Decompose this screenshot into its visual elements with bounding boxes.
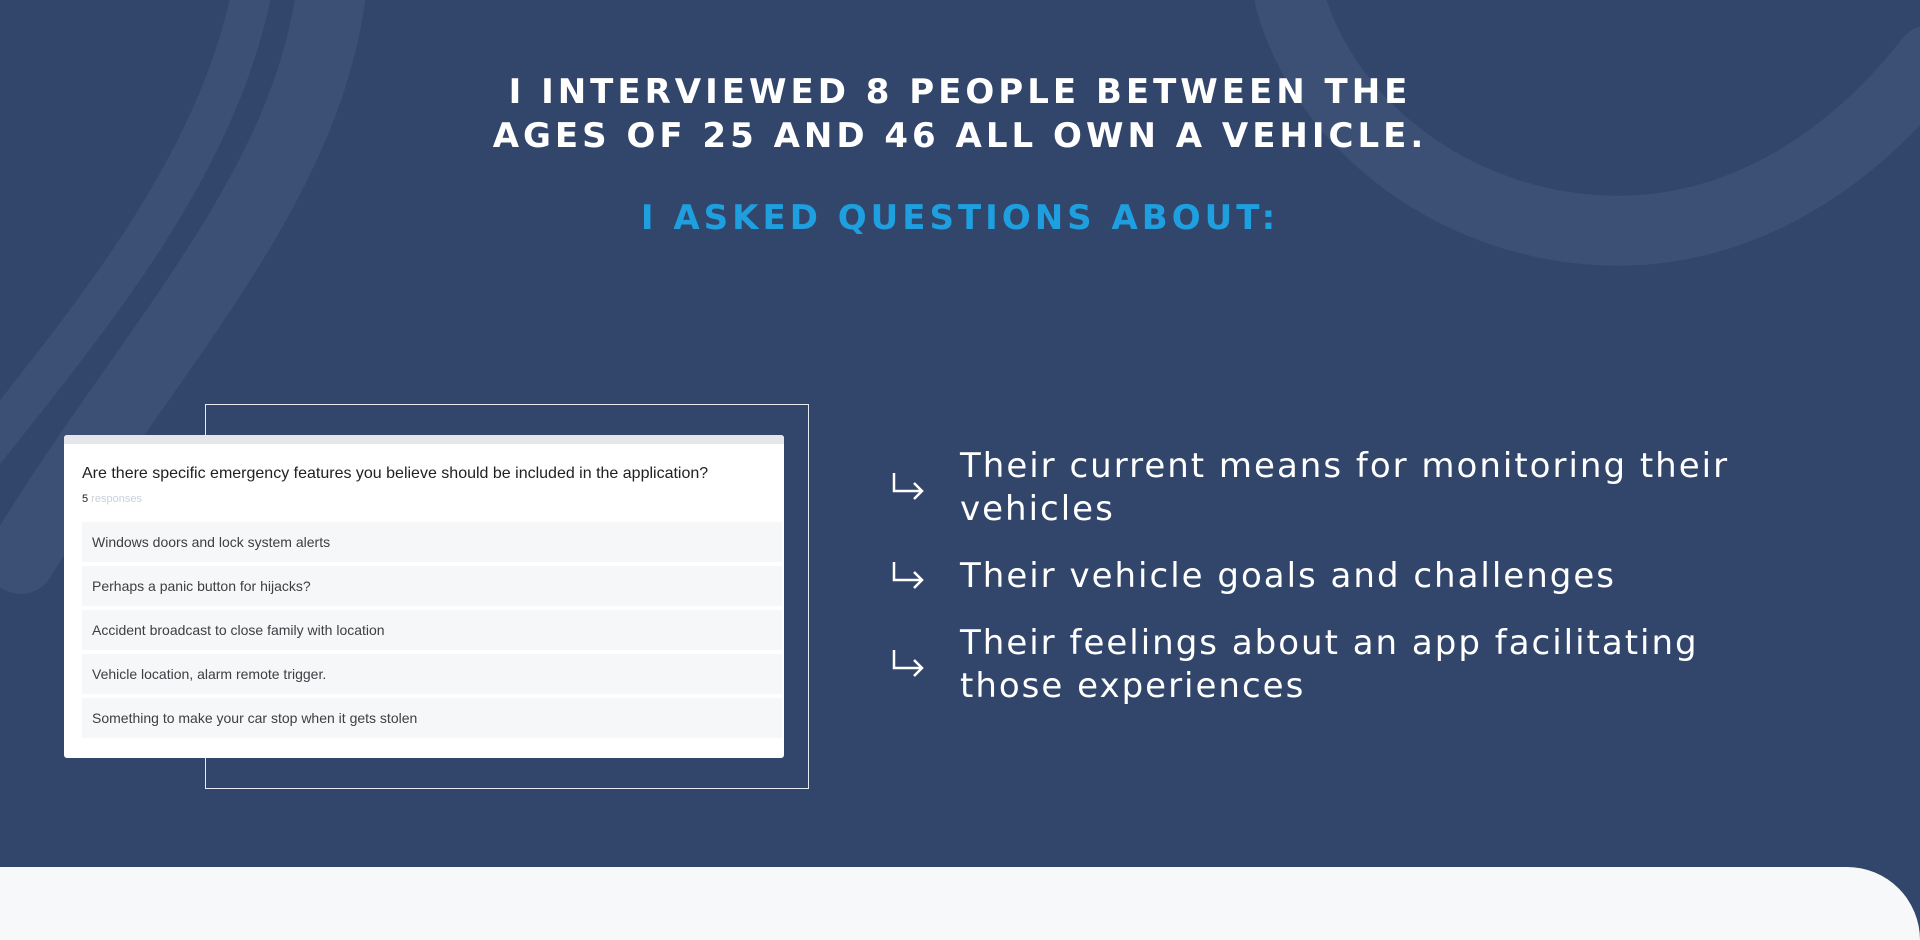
topic-item: Their feelings about an app facilitating… [890, 622, 1790, 708]
topic-text: Their vehicle goals and challenges [960, 556, 1616, 596]
topic-list: Their current means for monitoring their… [890, 445, 1790, 732]
response-count-suffix: responses [88, 493, 142, 505]
topic-item: Their vehicle goals and challenges [890, 555, 1790, 598]
response-count-number: 5 [82, 493, 89, 505]
topic-item: Their current means for monitoring their… [890, 445, 1790, 531]
answer-item: Something to make your car stop when it … [82, 698, 782, 738]
headline-line-1: I INTERVIEWED 8 PEOPLE BETWEEN THE [508, 72, 1412, 112]
return-arrow-icon [892, 561, 924, 589]
answer-item: Windows doors and lock system alerts [82, 522, 782, 562]
survey-question: Are there specific emergency features yo… [82, 465, 709, 482]
next-section-panel [0, 867, 1920, 940]
subheadline: I ASKED QUESTIONS ABOUT: [640, 198, 1280, 238]
answer-item: Vehicle location, alarm remote trigger. [82, 654, 782, 694]
answer-item: Perhaps a panic button for hijacks? [82, 566, 782, 606]
return-arrow-icon [892, 650, 924, 677]
headline: I INTERVIEWED 8 PEOPLE BETWEEN THE AGES … [0, 70, 1920, 158]
answer-item: Accident broadcast to close family with … [82, 610, 782, 650]
topic-text: Their current means for monitoring their… [960, 446, 1730, 529]
response-count: 5 responses [82, 493, 766, 505]
topic-text: Their feelings about an app facilitating… [960, 623, 1699, 706]
survey-response-card: Are there specific emergency features yo… [64, 435, 784, 758]
headline-line-2: AGES OF 25 AND 46 ALL OWN A VEHICLE. [492, 116, 1428, 156]
answer-list: Windows doors and lock system alerts Per… [82, 522, 782, 738]
return-arrow-icon [892, 473, 924, 500]
card-top-strip [64, 435, 784, 444]
